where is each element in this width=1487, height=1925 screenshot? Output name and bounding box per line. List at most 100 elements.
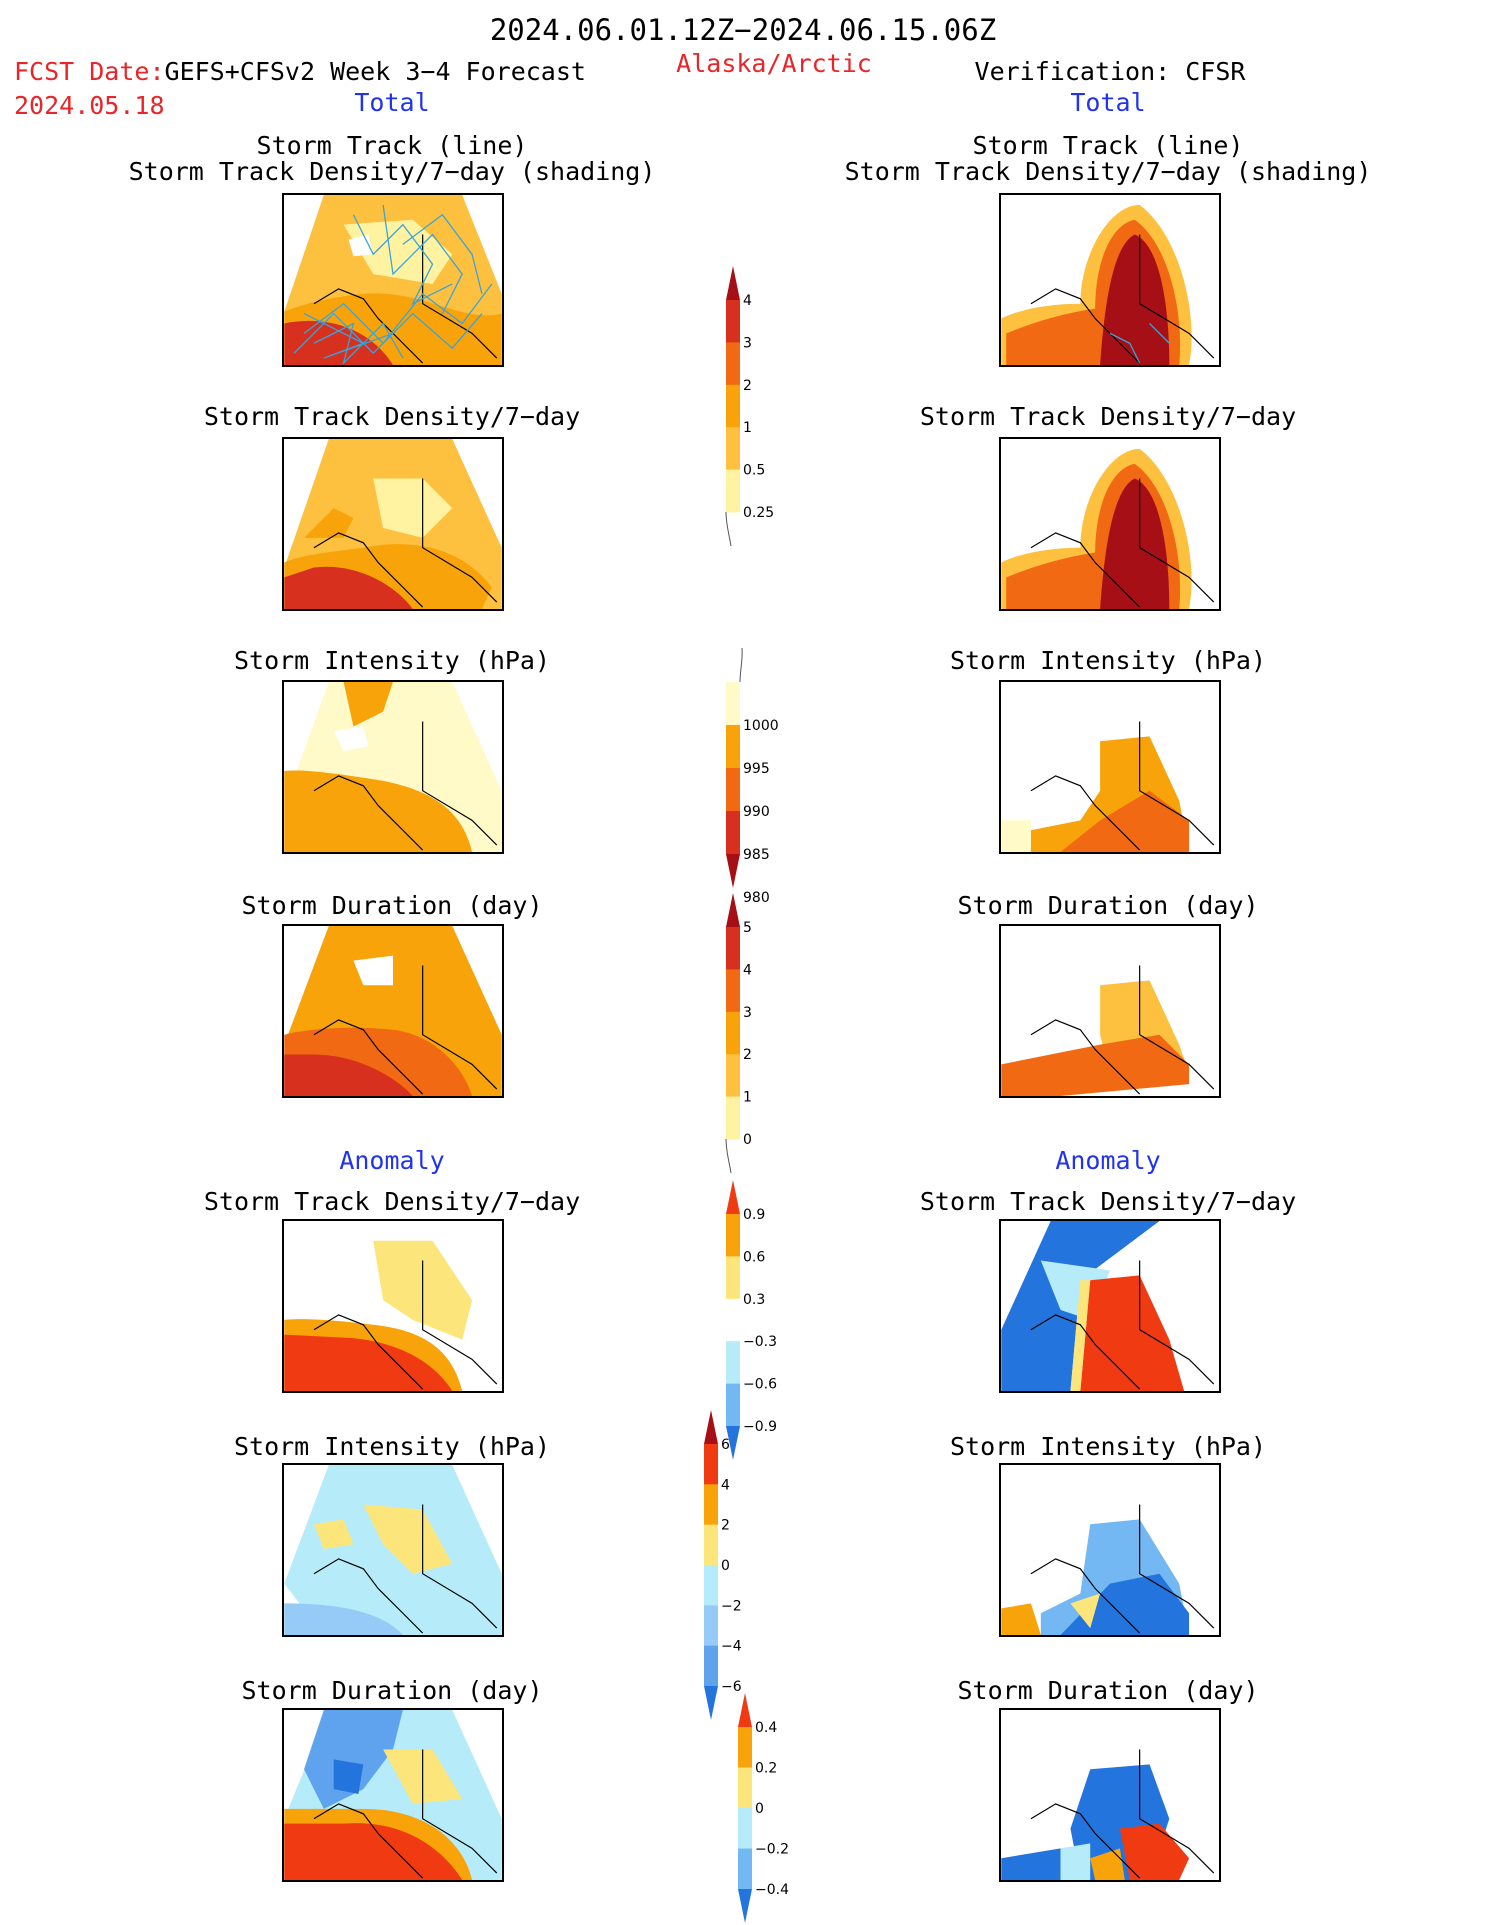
colorbar-intensity-total: 1000 995 990 985 980 xyxy=(722,647,792,906)
colorbar-tick-label: −6 xyxy=(721,1679,742,1695)
forecast-model: GEFS+CFSv2 Week 3−4 Forecast xyxy=(164,57,586,86)
anom-density-title-right: Storm Track Density/7−day xyxy=(919,1187,1297,1216)
colorbar-tick-label: 0.25 xyxy=(743,505,774,521)
colorbar-tick-label: 0 xyxy=(743,1132,752,1148)
colorbar-bottom-arrow xyxy=(726,854,740,888)
anom-duration-title-right: Storm Duration (day) xyxy=(957,1676,1259,1705)
colorbar-segment xyxy=(726,384,740,428)
intensity-title-right: Storm Intensity (hPa) xyxy=(949,646,1267,675)
colorbar-bottom-tail xyxy=(725,511,732,547)
colorbar-segment xyxy=(726,1383,740,1427)
colorbar-bottom-arrow xyxy=(738,1889,752,1923)
colorbar-density-total: 4 3 2 1 0.5 0.25 xyxy=(722,266,792,547)
colorbar-bottom-arrow xyxy=(704,1686,718,1720)
colorbar-segment xyxy=(726,469,740,513)
colorbar-tick-label: 2 xyxy=(721,1518,730,1534)
colorbar-tick-label: 0.3 xyxy=(743,1292,765,1308)
colorbar-tick-label: 985 xyxy=(743,847,770,863)
colorbar-segment xyxy=(704,1565,718,1606)
fcst-date-label: FCST Date: xyxy=(14,57,165,86)
track-density-title-right: Storm Track Density/7−day xyxy=(919,402,1297,431)
colorbar-segment xyxy=(726,768,740,812)
colorbar-tick-label: 3 xyxy=(743,335,752,351)
map-fcst-intensity xyxy=(282,680,504,854)
colorbar-tick-label: 0.4 xyxy=(755,1720,777,1736)
map-cfsr-duration xyxy=(999,924,1221,1098)
colorbar-tick-label: 3 xyxy=(743,1005,752,1021)
track-density-title-left: Storm Track Density/7−day xyxy=(203,402,581,431)
map-cfsr-intensity xyxy=(999,680,1221,854)
colorbar-segment xyxy=(704,1645,718,1687)
colorbar-segment xyxy=(726,682,740,726)
period-title: 2024.06.01.12Z−2024.06.15.06Z xyxy=(489,13,997,47)
colorbar-segment xyxy=(726,427,740,471)
track-density-shading-title-left: Storm Track Density/7−day (shading) xyxy=(128,157,656,186)
colorbar-tick-label: −0.9 xyxy=(743,1419,777,1435)
colorbar-top-arrow xyxy=(704,1410,718,1444)
colorbar-segment xyxy=(738,1727,752,1768)
colorbar-duration-total: 5 4 3 2 1 0 xyxy=(722,893,792,1174)
colorbar-segment xyxy=(704,1605,718,1647)
colorbar-tick-label: −2 xyxy=(721,1598,742,1614)
colorbar-density-anomaly: 0.9 0.6 0.3 −0.3 −0.6 −0.9 xyxy=(722,1180,792,1460)
anomaly-label-right: Anomaly xyxy=(1055,1146,1161,1175)
colorbar-tick-label: −0.2 xyxy=(755,1842,789,1858)
colorbar-tick-label: −0.3 xyxy=(743,1334,777,1350)
colorbar-top-arrow xyxy=(738,1693,752,1727)
colorbar-segment xyxy=(704,1524,718,1566)
colorbar-tick-label: 4 xyxy=(721,1477,730,1493)
colorbar-tick-label: 1 xyxy=(743,420,752,436)
colorbar-bottom-arrow xyxy=(726,1426,740,1460)
colorbar-tick-label: 6 xyxy=(721,1437,730,1453)
colorbar-tick-label: 990 xyxy=(743,804,770,820)
colorbar-segment xyxy=(726,811,740,855)
colorbar-segment xyxy=(726,969,740,1013)
fcst-date-line: FCST Date:GEFS+CFSv2 Week 3−4 Forecast xyxy=(14,59,586,84)
colorbar-tick-label: −0.4 xyxy=(755,1882,789,1898)
colorbar-tick-label: 0.9 xyxy=(743,1207,765,1223)
anomaly-label-left: Anomaly xyxy=(339,1146,445,1175)
colorbar-tick-label: 0.2 xyxy=(755,1761,777,1777)
colorbar-segment xyxy=(726,300,740,343)
colorbar-segment xyxy=(726,1341,740,1385)
map-fcst-duration xyxy=(282,924,504,1098)
total-label-right: Total xyxy=(1070,88,1146,117)
intensity-title-left: Storm Intensity (hPa) xyxy=(233,646,551,675)
colorbar-tick-label: 1000 xyxy=(743,718,779,734)
colorbar-top-tail xyxy=(739,647,743,683)
track-density-shading-title-right: Storm Track Density/7−day (shading) xyxy=(844,157,1372,186)
colorbar-segment xyxy=(726,927,740,970)
total-label-left: Total xyxy=(354,88,430,117)
colorbar-intensity-anomaly: 6 4 2 0 −2 −4 −6 xyxy=(700,1410,770,1720)
colorbar-tick-label: 4 xyxy=(743,962,752,978)
duration-title-left: Storm Duration (day) xyxy=(241,891,543,920)
colorbar-segment xyxy=(726,1256,740,1300)
colorbar-tick-label: 4 xyxy=(743,293,752,309)
colorbar-top-arrow xyxy=(726,893,740,927)
colorbar-tick-label: 5 xyxy=(743,920,752,936)
region-label: Alaska/Arctic xyxy=(676,49,872,78)
track-line-title-right: Storm Track (line) xyxy=(972,131,1244,160)
colorbar-segment xyxy=(726,1054,740,1098)
colorbar-tick-label: 0 xyxy=(755,1801,764,1817)
map-fcst-density-anomaly xyxy=(282,1219,504,1393)
map-cfsr-intensity-anomaly xyxy=(999,1463,1221,1637)
colorbar-segment xyxy=(738,1848,752,1890)
colorbar-segment xyxy=(726,725,740,769)
map-cfsr-density-anomaly xyxy=(999,1219,1221,1393)
colorbar-segment xyxy=(726,1298,740,1342)
anom-intensity-title-left: Storm Intensity (hPa) xyxy=(233,1432,551,1461)
colorbar-bottom-tail xyxy=(725,1138,732,1174)
verification-label: Verification: CFSR xyxy=(974,57,1246,86)
map-cfsr-density xyxy=(999,437,1221,611)
colorbar-segment xyxy=(704,1484,718,1526)
colorbar-tick-label: −0.6 xyxy=(743,1377,777,1393)
colorbar-tick-label: 995 xyxy=(743,761,770,777)
track-line-title-left: Storm Track (line) xyxy=(256,131,528,160)
colorbar-segment xyxy=(726,1214,740,1257)
colorbar-tick-label: 1 xyxy=(743,1090,752,1106)
map-cfsr-track xyxy=(999,193,1221,367)
colorbar-tick-label: 0.6 xyxy=(743,1249,765,1265)
map-fcst-intensity-anomaly xyxy=(282,1463,504,1637)
colorbar-tick-label: 0 xyxy=(721,1558,730,1574)
